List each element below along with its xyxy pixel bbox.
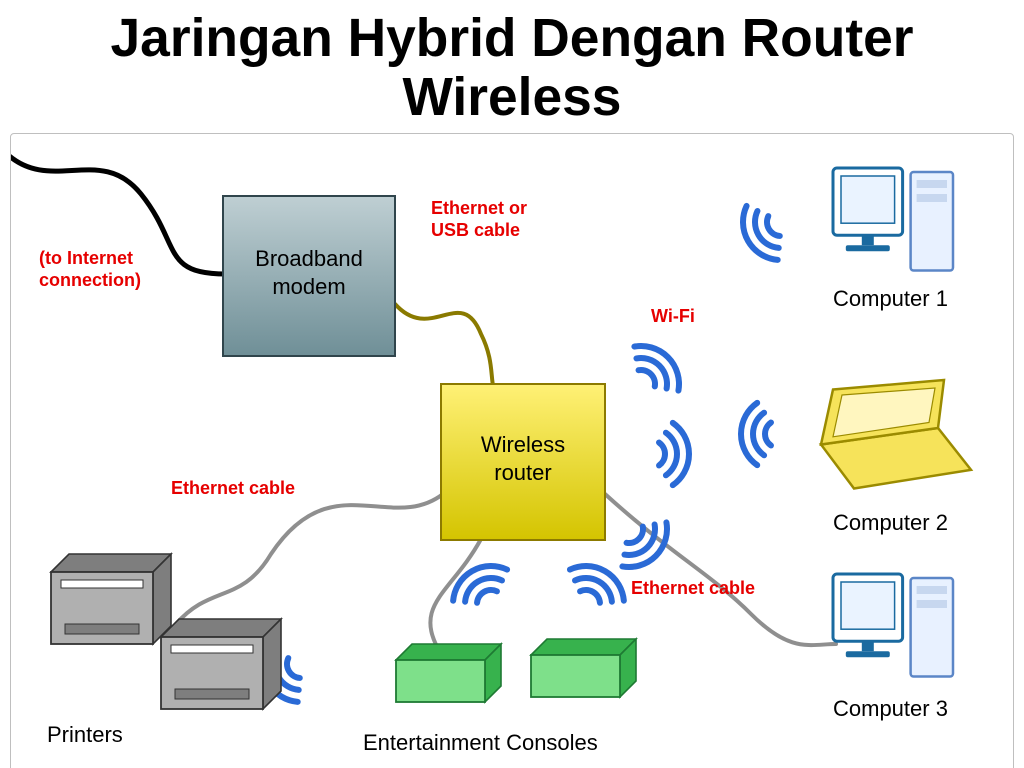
annot-eth-right: Ethernet cable xyxy=(631,578,755,598)
wifi-icon xyxy=(659,423,689,485)
computer1-node xyxy=(833,168,953,271)
wifi-icon xyxy=(741,403,771,465)
cable-ethernet-printer xyxy=(176,494,443,624)
console2-node xyxy=(531,639,636,697)
page-title: Jaringan Hybrid Dengan Router Wireless xyxy=(0,0,1024,133)
caption-consoles: Entertainment Consoles xyxy=(363,730,598,755)
diagram-canvas: BroadbandmodemWirelessrouter(to Internet… xyxy=(10,133,1014,768)
title-line2: Wireless xyxy=(403,68,622,127)
annot-wifi: Wi-Fi xyxy=(651,306,695,326)
annot-eth-usb: Ethernet orUSB cable xyxy=(431,198,527,240)
wifi-icon xyxy=(445,556,514,613)
wifi-icon xyxy=(625,335,690,400)
computer2-laptop-node xyxy=(821,380,971,489)
annot-eth-left: Ethernet cable xyxy=(171,478,295,498)
title-line1: Jaringan Hybrid Dengan Router xyxy=(111,9,914,68)
network-diagram: BroadbandmodemWirelessrouter(to Internet… xyxy=(11,134,1011,768)
caption-computer1: Computer 1 xyxy=(833,286,948,311)
caption-printers: Printers xyxy=(47,722,123,747)
caption-computer3: Computer 3 xyxy=(833,696,948,721)
computer3-node xyxy=(833,574,953,677)
cable-ethernet-computer3 xyxy=(605,494,836,645)
annot-to-internet: (to Internetconnection) xyxy=(39,248,141,290)
caption-computer2: Computer 2 xyxy=(833,510,948,535)
wifi-icon xyxy=(733,199,790,268)
printer2-node xyxy=(161,619,281,709)
printer1-node xyxy=(51,554,171,644)
console1-node xyxy=(396,644,501,702)
